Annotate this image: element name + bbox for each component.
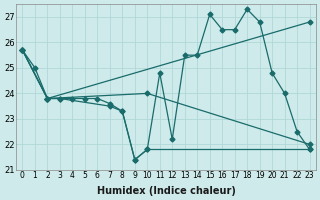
X-axis label: Humidex (Indice chaleur): Humidex (Indice chaleur) — [97, 186, 236, 196]
